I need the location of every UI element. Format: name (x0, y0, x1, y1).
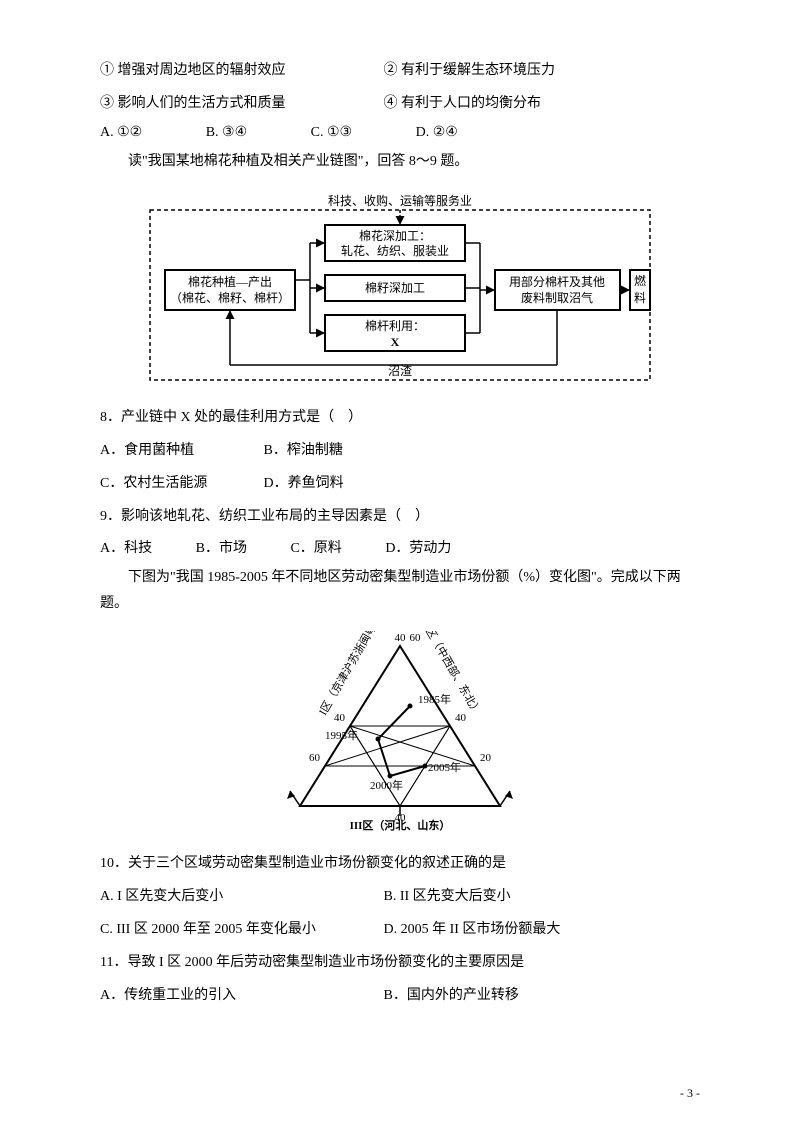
year-2005: 2005年 (428, 760, 461, 774)
opt-a: A. ①② (100, 124, 142, 141)
q11-b: B．国内外的产业转移 (384, 988, 519, 1003)
fuel-l1: 燃 (634, 273, 646, 288)
year-2000: 2000年 (370, 778, 403, 792)
svg-text:60: 60 (309, 752, 321, 764)
q11-stem: 11．导致 I 区 2000 年后劳动密集型制造业市场份额变化的主要原因是 (100, 950, 700, 975)
svg-text:40: 40 (455, 712, 467, 724)
q9-d: D．劳动力 (385, 537, 451, 557)
left-box-l2: （棉花、棉籽、棉杆） (170, 290, 290, 305)
q8-row1: A．食用菌种植 B．榨油制糖 (100, 438, 700, 463)
mid2: 棉籽深加工 (365, 281, 425, 295)
svg-text:40: 40 (334, 712, 346, 724)
item-3: ③ 影响人们的生活方式和质量 (100, 91, 380, 116)
mid1-l2: 轧花、纺织、服装业 (341, 243, 449, 258)
q11-row: A．传统重工业的引入 B．国内外的产业转移 (100, 983, 700, 1008)
opt-b: B. ③④ (206, 124, 247, 141)
q10-c: C. III 区 2000 年至 2005 年变化最小 (100, 917, 380, 942)
top-label: 科技、收购、运输等服务业 (328, 193, 472, 208)
item-row: ③ 影响人们的生活方式和质量 ④ 有利于人口的均衡分布 (100, 91, 700, 116)
item-1: ① 增强对周边地区的辐射效应 (100, 58, 380, 83)
q11-a: A．传统重工业的引入 (100, 983, 380, 1008)
left-box-l1: 棉花种植—产出 (188, 274, 272, 289)
page-number: - 3 - (680, 1086, 700, 1101)
q8-stem: 8．产业链中 X 处的最佳利用方式是（ ） (100, 405, 700, 430)
q9-b: B．市场 (196, 537, 247, 557)
mid3-l2: X (391, 335, 400, 349)
q10-b: B. II 区先变大后变小 (384, 889, 511, 904)
fuel-l2: 料 (634, 291, 646, 305)
q8-a: A．食用菌种植 (100, 438, 260, 463)
right-l2: 废料制取沼气 (521, 290, 593, 305)
q8-b: B．榨油制糖 (264, 443, 343, 458)
item-4: ④ 有利于人口的均衡分布 (384, 96, 542, 111)
q10-d: D. 2005 年 II 区市场份额最大 (384, 922, 561, 937)
q8-row2: C．农村生活能源 D．养鱼饲料 (100, 471, 700, 496)
q10-row2: C. III 区 2000 年至 2005 年变化最小 D. 2005 年 II… (100, 917, 700, 942)
q10-stem: 10．关于三个区域劳动密集型制造业市场份额变化的叙述正确的是 (100, 851, 700, 876)
q10-a: A. I 区先变大后变小 (100, 884, 380, 909)
bottom-label: 沼渣 (388, 364, 412, 378)
year-1995: 1995年 (325, 728, 358, 742)
q8-c: C．农村生活能源 (100, 471, 260, 496)
opt-c: C. ①③ (311, 124, 352, 141)
mid1-l1: 棉花深加工： (359, 228, 431, 243)
q10-row1: A. I 区先变大后变小 B. II 区先变大后变小 (100, 884, 700, 909)
q9-c: C．原料 (290, 537, 341, 557)
q9-opts: A．科技 B．市场 C．原料 D．劳动力 (100, 537, 700, 557)
q8-d: D．养鱼饲料 (264, 476, 344, 491)
option-row: A. ①② B. ③④ C. ①③ D. ②④ (100, 124, 700, 141)
year-1985: 1985年 (418, 692, 451, 706)
mid3-l1: 棉杆利用： (365, 319, 425, 333)
right-l1: 用部分棉杆及其他 (509, 274, 605, 289)
lead-text-2: 下图为"我国 1985-2005 年不同地区劳动密集型制造业市场份额（%）变化图… (100, 565, 700, 615)
bottom-axis-label: III区（河北、山东） (350, 818, 451, 831)
svg-text:40: 40 (395, 632, 407, 644)
q9-a: A．科技 (100, 537, 152, 557)
item-row: ① 增强对周边地区的辐射效应 ② 有利于缓解生态环境压力 (100, 58, 700, 83)
page-content: ① 增强对周边地区的辐射效应 ② 有利于缓解生态环境压力 ③ 影响人们的生活方式… (0, 0, 800, 1037)
svg-text:20: 20 (480, 752, 492, 764)
lead-text-1: 读"我国某地棉花种植及相关产业链图"，回答 8～9 题。 (100, 149, 700, 174)
svg-text:60: 60 (410, 632, 422, 644)
q9-stem: 9．影响该地轧花、纺织工业布局的主导因素是（ ） (100, 504, 700, 529)
opt-d: D. ②④ (416, 124, 458, 141)
left-axis-label: I区（京津沪苏浙闽粤） (315, 631, 384, 718)
triangle-chart: 1985年 1995年 2000年 2005年 40 60 40 60 40 2… (270, 631, 530, 836)
flowchart-figure: 科技、收购、运输等服务业 棉花种植—产出 （棉花、棉籽、棉杆） 棉花深加工： 轧… (140, 190, 660, 390)
item-2: ② 有利于缓解生态环境压力 (384, 63, 556, 78)
